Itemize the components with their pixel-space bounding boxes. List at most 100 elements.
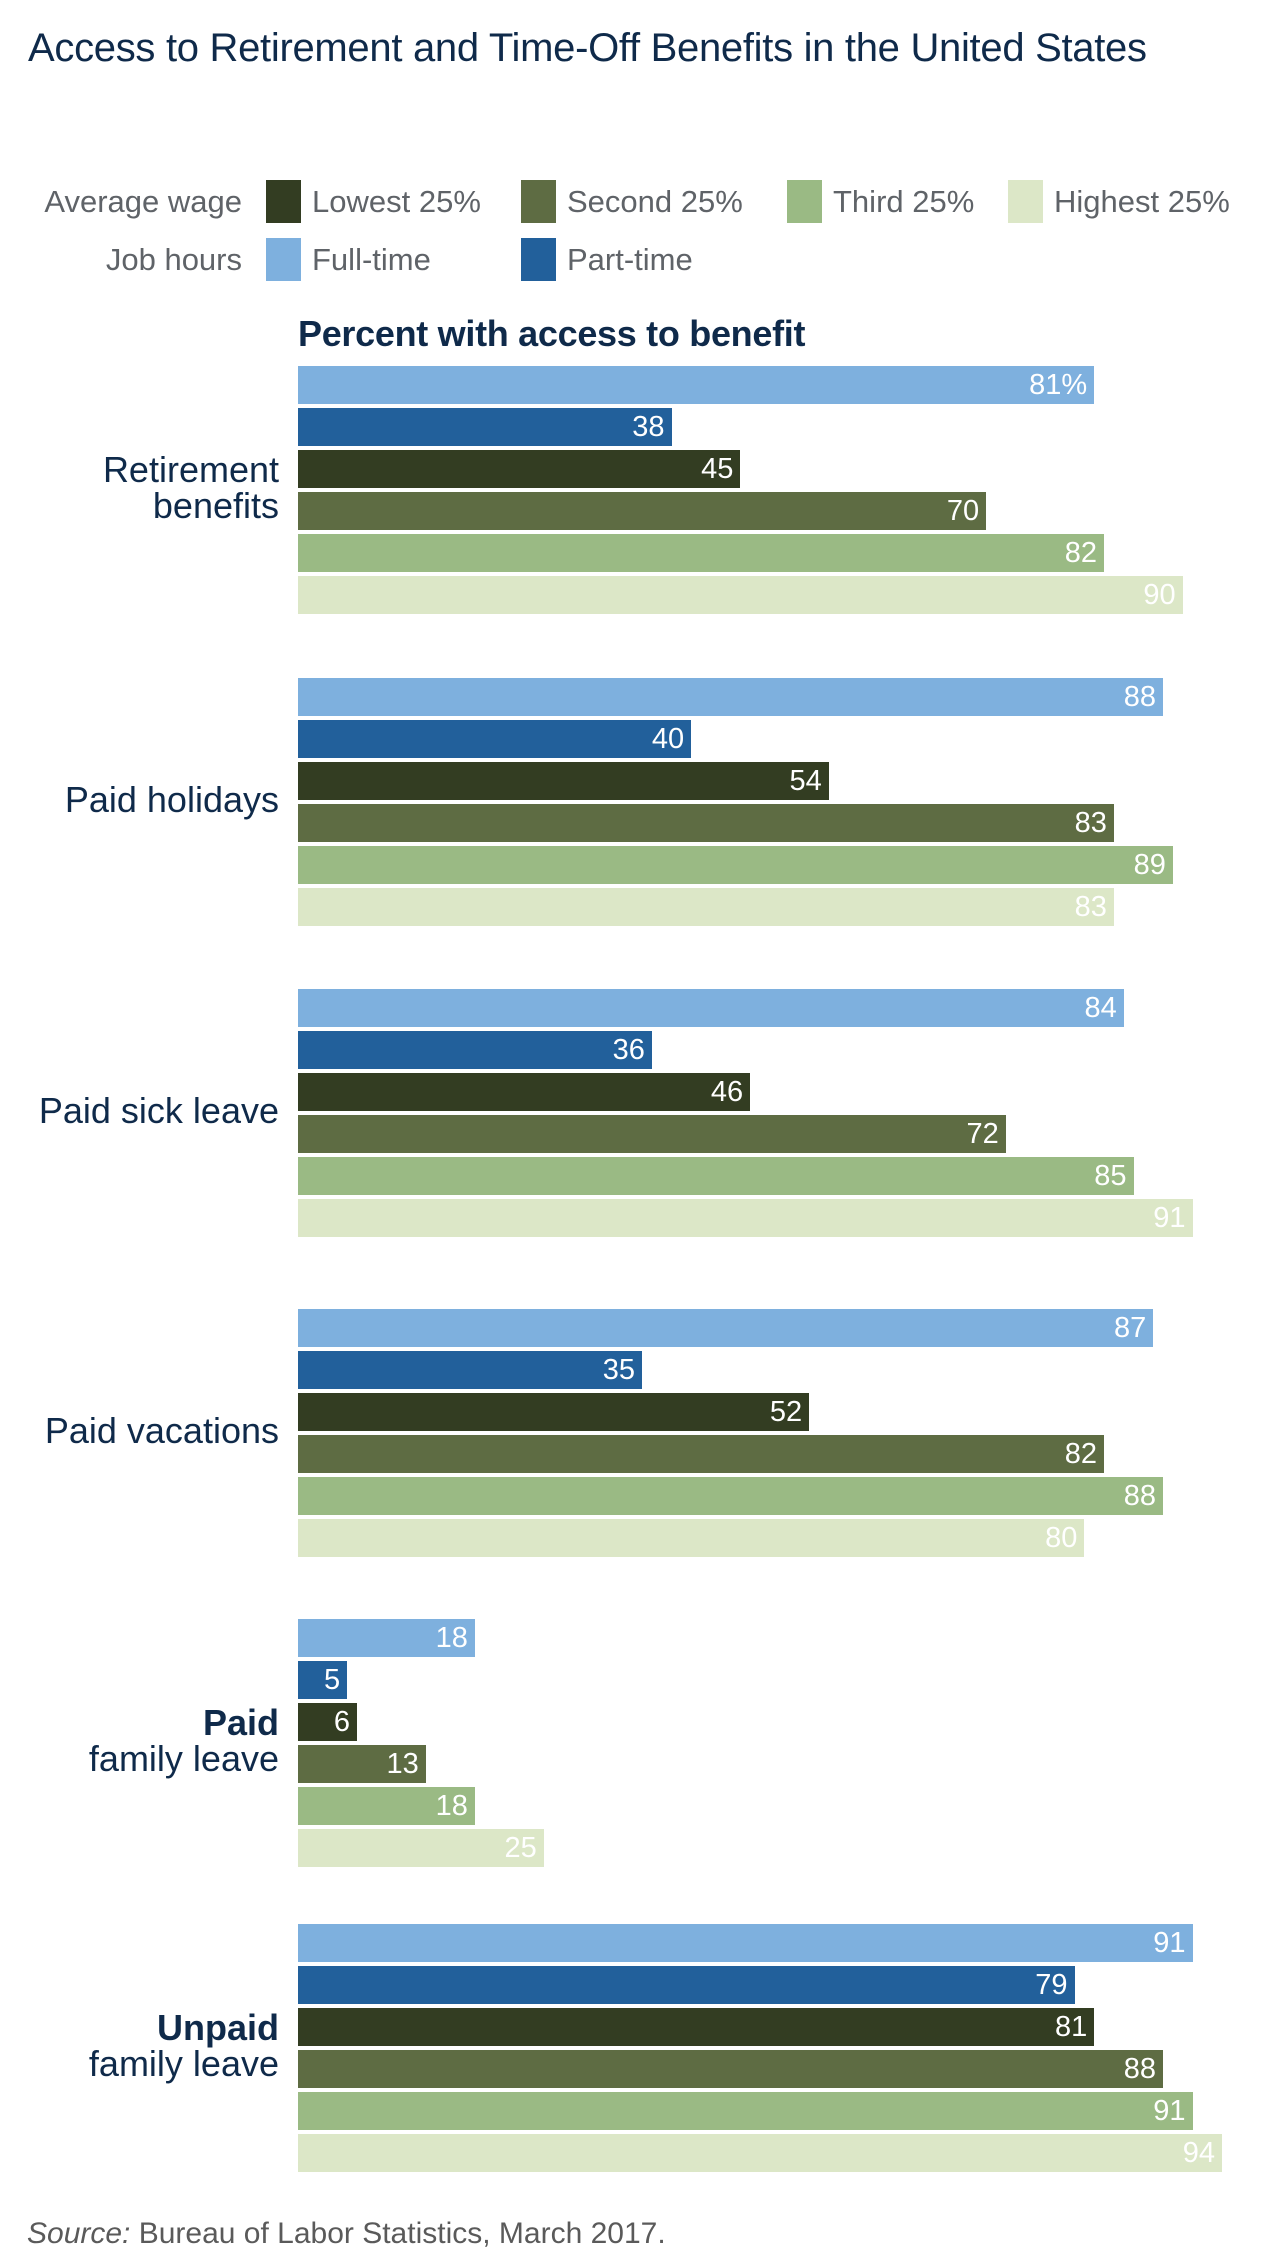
bar-value-label: 52 xyxy=(769,1396,803,1428)
legend-swatch-third-25 xyxy=(787,180,822,223)
bar-value-label: 88 xyxy=(1123,681,1157,713)
bar-paid-vacations-third-25: 88 xyxy=(298,1477,1164,1515)
bar-paid-vacations-highest-25: 80 xyxy=(298,1519,1085,1557)
bar-value-label: 87 xyxy=(1113,1312,1147,1344)
bar-value-label: 91 xyxy=(1153,1927,1186,1959)
category-label-line: family leave xyxy=(88,2043,279,2084)
bar-value-label: 94 xyxy=(1182,2137,1216,2169)
bar-paid-holidays-full-time: 88 xyxy=(298,678,1164,716)
bar-value-label: 25 xyxy=(504,1832,537,1864)
bar-paid-family-leave-highest-25: 25 xyxy=(298,1829,544,1867)
bar-value-label: 83 xyxy=(1074,807,1107,839)
bar-paid-family-leave-full-time: 18 xyxy=(298,1619,475,1657)
bar-paid-vacations-lowest-25: 52 xyxy=(298,1393,810,1431)
bar-retirement-benefits-second-25: 70 xyxy=(298,492,987,530)
bar-paid-vacations-second-25: 82 xyxy=(298,1435,1105,1473)
legend-swatch-second-25 xyxy=(521,180,556,223)
axis-title: Percent with access to benefit xyxy=(298,313,806,354)
legend-label-second-25: Second 25% xyxy=(567,184,743,219)
bar-paid-vacations-full-time: 87 xyxy=(298,1309,1154,1347)
category-label-line: benefits xyxy=(152,485,279,526)
bar-value-label: 88 xyxy=(1123,1480,1157,1512)
category-label-emphasis: Paid xyxy=(202,1702,279,1743)
bar-paid-sick-leave-full-time: 84 xyxy=(298,989,1124,1027)
bar-value-label: 13 xyxy=(386,1748,419,1780)
bar-value-label: 54 xyxy=(789,765,822,797)
bar-retirement-benefits-highest-25: 90 xyxy=(298,576,1183,614)
bar-value-label: 18 xyxy=(435,1790,468,1822)
bar-paid-sick-leave-lowest-25: 46 xyxy=(298,1073,751,1111)
bar-value-label: 40 xyxy=(651,723,685,755)
bar-unpaid-family-leave-part-time: 79 xyxy=(298,1966,1075,2004)
legend: Average wage Lowest 25% Second 25% Third… xyxy=(0,0,1261,290)
legend-label-full-time: Full-time xyxy=(312,242,431,277)
bar-value-label: 82 xyxy=(1064,537,1098,569)
bar-paid-sick-leave-second-25: 72 xyxy=(298,1115,1006,1153)
category-label-line: Paid holidays xyxy=(64,779,279,820)
bar-value-label: 83 xyxy=(1074,891,1107,923)
bar-value-label: 18 xyxy=(435,1622,468,1654)
category-label-line: Retirement xyxy=(102,449,279,490)
category-label-paid-family-leave: Paid family leave xyxy=(89,1705,279,1777)
bar-value-label: 89 xyxy=(1133,849,1166,881)
category-label-line: Paid sick leave xyxy=(38,1090,279,1131)
category-label-retirement-benefits: Retirement benefits xyxy=(103,452,279,524)
legend-swatch-lowest-25 xyxy=(266,180,301,223)
bar-paid-holidays-highest-25: 83 xyxy=(298,888,1114,926)
bar-retirement-benefits-full-time: 81% xyxy=(298,366,1095,404)
source-text: Bureau of Labor Statistics, March 2017. xyxy=(130,2217,666,2250)
bar-paid-family-leave-lowest-25: 6 xyxy=(298,1703,357,1741)
bar-value-label: 91 xyxy=(1153,2095,1186,2127)
legend-row-job-hours: Job hours Full-time Part-time xyxy=(0,238,1261,281)
bar-retirement-benefits-lowest-25: 45 xyxy=(298,450,741,488)
legend-label-highest-25: Highest 25% xyxy=(1054,184,1230,219)
bar-unpaid-family-leave-full-time: 91 xyxy=(298,1924,1193,1962)
bar-retirement-benefits-third-25: 82 xyxy=(298,534,1105,572)
bar-paid-holidays-third-25: 89 xyxy=(298,846,1173,884)
bar-unpaid-family-leave-third-25: 91 xyxy=(298,2092,1193,2130)
bar-value-label: 36 xyxy=(612,1034,645,1066)
bar-paid-holidays-second-25: 83 xyxy=(298,804,1114,842)
bar-value-label: 6 xyxy=(333,1706,350,1738)
bar-value-label: 84 xyxy=(1084,992,1117,1024)
category-label-paid-sick-leave: Paid sick leave xyxy=(39,1093,279,1129)
legend-label-third-25: Third 25% xyxy=(833,184,975,219)
bar-unpaid-family-leave-lowest-25: 81 xyxy=(298,2008,1095,2046)
bar-paid-family-leave-second-25: 13 xyxy=(298,1745,426,1783)
bar-value-label: 81% xyxy=(1029,369,1088,401)
bar-value-label: 35 xyxy=(602,1354,636,1386)
bar-retirement-benefits-part-time: 38 xyxy=(298,408,672,446)
bar-value-label: 38 xyxy=(632,411,665,443)
legend-heading-job-hours: Job hours xyxy=(105,242,242,277)
bar-value-label: 82 xyxy=(1064,1438,1098,1470)
bar-unpaid-family-leave-second-25: 88 xyxy=(298,2050,1164,2088)
bar-value-label: 80 xyxy=(1045,1522,1078,1554)
bar-paid-vacations-part-time: 35 xyxy=(298,1351,643,1389)
category-label-paid-holidays: Paid holidays xyxy=(65,782,279,818)
bar-value-label: 46 xyxy=(710,1076,744,1108)
category-label-line: Paid vacations xyxy=(44,1410,279,1451)
bar-paid-family-leave-third-25: 18 xyxy=(298,1787,475,1825)
bar-paid-holidays-part-time: 40 xyxy=(298,720,692,758)
source-prefix: Source: xyxy=(27,2217,131,2250)
legend-heading-average-wage: Average wage xyxy=(44,184,242,219)
legend-row-average-wage: Average wage Lowest 25% Second 25% Third… xyxy=(0,180,1261,223)
bar-value-label: 91 xyxy=(1153,1202,1186,1234)
category-label-paid-vacations: Paid vacations xyxy=(45,1413,279,1449)
category-label-line: family leave xyxy=(88,1738,279,1779)
chart-title: Access to Retirement and Time-Off Benefi… xyxy=(28,26,1147,70)
bar-value-label: 45 xyxy=(701,453,734,485)
bar-unpaid-family-leave-highest-25: 94 xyxy=(298,2134,1223,2172)
legend-swatch-part-time xyxy=(521,238,556,281)
bar-paid-sick-leave-part-time: 36 xyxy=(298,1031,652,1069)
bar-value-label: 72 xyxy=(966,1118,999,1150)
bar-value-label: 5 xyxy=(324,1664,341,1696)
bar-value-label: 70 xyxy=(946,495,980,527)
bar-paid-family-leave-part-time: 5 xyxy=(298,1661,348,1699)
bar-value-label: 85 xyxy=(1094,1160,1127,1192)
category-label-unpaid-family-leave: Unpaid family leave xyxy=(89,2010,279,2082)
bar-value-label: 81 xyxy=(1054,2011,1088,2043)
legend-swatch-highest-25 xyxy=(1008,180,1043,223)
bar-paid-holidays-lowest-25: 54 xyxy=(298,762,829,800)
